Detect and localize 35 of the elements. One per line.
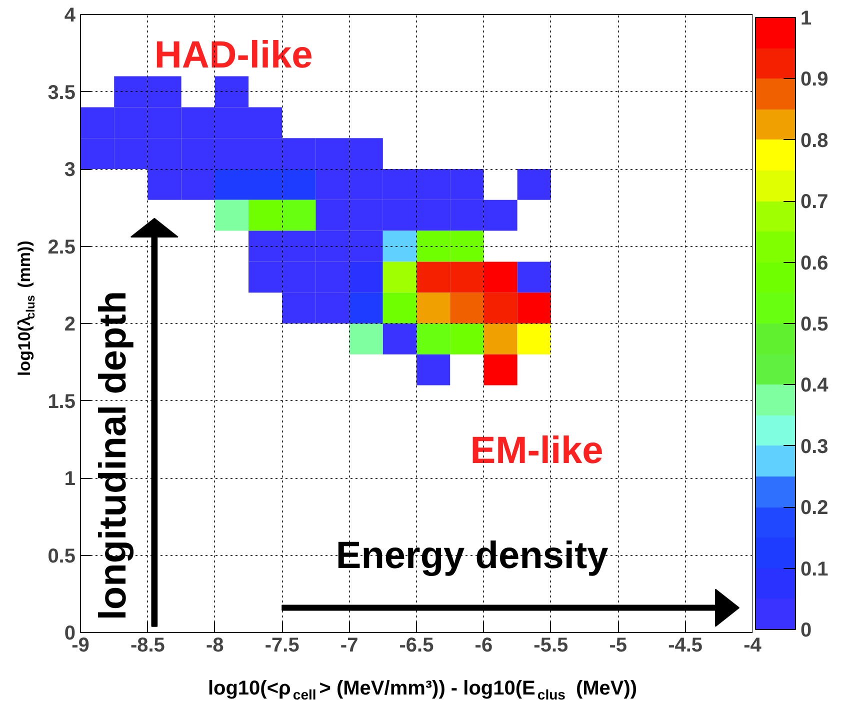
x-tick-label: -7	[340, 634, 358, 656]
x-tick-label: -4.5	[668, 634, 703, 656]
color-bar-label: 0.1	[800, 558, 828, 580]
x-tick-label: -7.5	[264, 634, 300, 656]
annotation: EM-like	[470, 430, 604, 472]
color-bar-label: 0.9	[800, 68, 828, 91]
x-tick-label: -5	[609, 634, 628, 656]
x-tick-label: -6.5	[399, 634, 434, 656]
y-axis-title: log10(λclus (mm))	[15, 240, 38, 376]
y-tick-label: 4	[64, 4, 76, 26]
x-tick-label: -8.5	[130, 634, 165, 656]
annotation: Energy density	[336, 534, 608, 577]
x-tick-label: -4	[744, 634, 762, 656]
color-bar-label: 0.6	[800, 252, 828, 274]
annotation: longitudinal depth	[92, 290, 134, 620]
x-tick-label: -5.5	[534, 634, 568, 656]
color-bar-label: 1	[800, 8, 812, 30]
y-tick-label: 1	[64, 468, 76, 490]
y-tick-label: 2	[64, 314, 76, 336]
color-bar-label: 0.8	[800, 130, 828, 152]
y-tick-label: 1.5	[48, 390, 76, 413]
color-bar-label: 0	[800, 620, 812, 642]
y-tick-label: 3.5	[48, 82, 76, 104]
y-tick-label: 0	[64, 622, 76, 644]
y-tick-label: 3	[64, 159, 76, 181]
annotation: HAD-like	[154, 34, 313, 76]
y-tick-label: 0.5	[48, 545, 76, 568]
color-bar-label: 0.7	[800, 191, 828, 214]
color-bar-label: 0.5	[800, 314, 828, 336]
x-tick-label: -6	[474, 634, 493, 656]
y-tick-label: 2.5	[48, 236, 76, 258]
color-bar-label: 0.2	[800, 497, 828, 520]
x-tick-label: -8	[206, 634, 224, 656]
color-bar-label: 0.4	[800, 374, 830, 397]
color-bar-label: 0.3	[800, 436, 828, 458]
